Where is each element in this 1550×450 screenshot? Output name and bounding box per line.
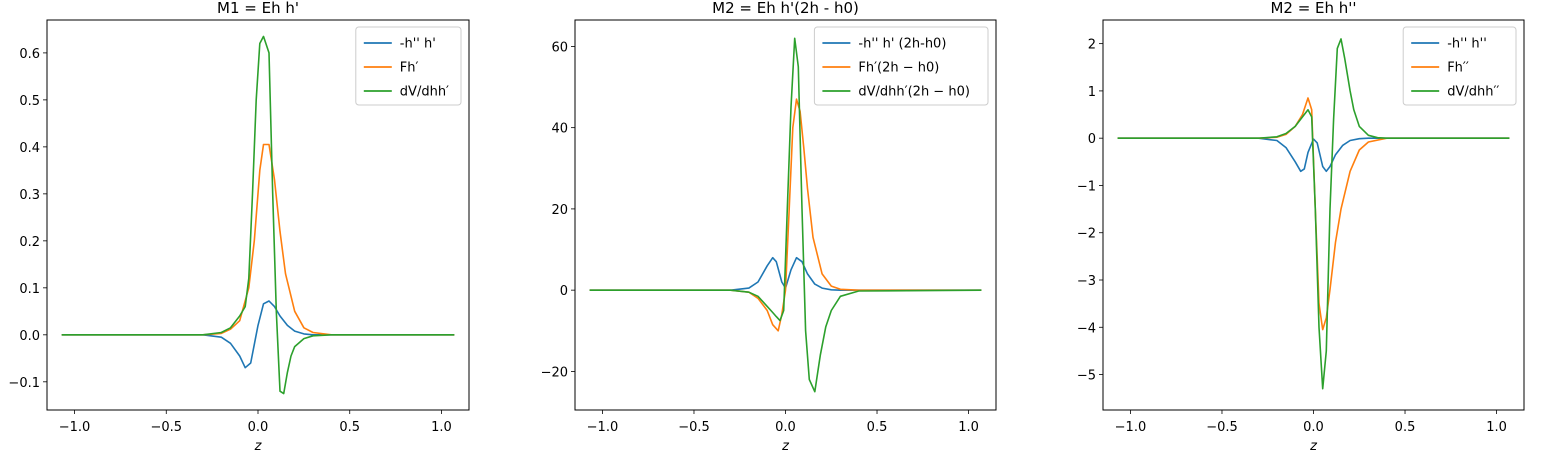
y-tick-label: −0.1 [8, 376, 40, 391]
y-tick-label: 40 [551, 122, 568, 137]
legend-label: dV/dhh′ [400, 85, 449, 100]
series-line-3 [1117, 38, 1510, 390]
legend-label: -h'' h' [400, 37, 436, 52]
x-tick-label: 0.5 [1395, 420, 1416, 435]
y-tick-label: 1 [1088, 85, 1096, 100]
legend: -h'' h' Fh′ dV/dhh′ [355, 26, 462, 106]
x-tick-label: −0.5 [678, 420, 710, 435]
legend-label: dV/dhh′′ [1447, 85, 1499, 100]
chart-panel-1: −1.0 −0.5 0.0 0.5 1.0 −0.1 0.0 0.1 0.2 0.3 0.4 0.5 0… [8, 0, 470, 450]
x-tick-label: 1.0 [1486, 420, 1507, 435]
x-tick-label: 0.0 [775, 420, 796, 435]
x-tick-label: 0.5 [339, 420, 360, 435]
x-tick-label: 1.0 [431, 420, 452, 435]
y-tick-label: 0.0 [19, 329, 40, 344]
series-line-1 [61, 300, 455, 369]
series-line-2 [61, 143, 455, 336]
y-tick-label: 0.1 [19, 282, 40, 297]
x-axis-label: z [1309, 439, 1318, 450]
y-tick-label: 60 [551, 40, 568, 55]
y-tick-label: 0.2 [19, 235, 40, 250]
x-tick-label: −1.0 [587, 420, 619, 435]
y-tick-label: 20 [551, 203, 568, 218]
legend-label: dV/dhh′(2h − h0) [858, 85, 970, 100]
y-tick-label: 0 [560, 284, 568, 299]
series-line-3 [61, 35, 455, 395]
chart-title: M2 = Eh h'' [1270, 0, 1356, 17]
y-tick-label: 0 [1088, 132, 1096, 147]
y-tick-label: 0.3 [19, 188, 40, 203]
legend-label: -h'' h' (2h-h0) [858, 37, 946, 52]
x-tick-label: 0.0 [1303, 420, 1324, 435]
chart-title: M2 = Eh h'(2h - h0) [712, 0, 859, 17]
y-tick-label: −5 [1077, 369, 1096, 384]
legend-label: Fh′ [400, 61, 419, 76]
y-tick-label: −4 [1077, 321, 1096, 336]
chart-panel-3: −1.0 −0.5 0.0 0.5 1.0 −5 −4 −3 −2 −1 0 1 2 M2 = Eh h'… [1077, 0, 1525, 450]
chart-title: M1 = Eh h' [217, 0, 299, 17]
legend-label: -h'' h'' [1447, 37, 1487, 52]
y-tick-label: 0.4 [19, 141, 40, 156]
legend-label: Fh′(2h − h0) [858, 61, 939, 76]
legend-label: Fh′′ [1447, 61, 1469, 76]
x-tick-label: 0.0 [248, 420, 269, 435]
series-line-1 [1117, 137, 1510, 173]
series-line-3 [589, 37, 982, 393]
x-tick-label: 0.5 [867, 420, 888, 435]
x-axis-label: z [254, 439, 263, 450]
y-tick-label: −2 [1077, 227, 1096, 242]
x-tick-label: −1.0 [59, 420, 91, 435]
series-line-1 [589, 256, 982, 291]
y-tick-label: 0.5 [19, 94, 40, 109]
y-tick-label: 0.6 [19, 47, 40, 62]
y-tick-label: −1 [1077, 179, 1096, 194]
y-tick-label: −3 [1077, 274, 1096, 289]
series-line-2 [1117, 97, 1510, 331]
chart-panel-2: −1.0 −0.5 0.0 0.5 1.0 −20 0 20 40 60 M2 = Eh h'(2h… [541, 0, 997, 450]
x-tick-label: −0.5 [1206, 420, 1238, 435]
series-line-2 [589, 98, 982, 332]
y-tick-label: 2 [1088, 38, 1096, 53]
x-tick-label: −1.0 [1115, 420, 1147, 435]
x-axis-label: z [781, 439, 790, 450]
legend: -h'' h' (2h-h0) Fh′(2h − h0) dV/dhh′(2h − … [813, 26, 989, 106]
y-tick-label: −20 [541, 365, 568, 380]
x-tick-label: −0.5 [150, 420, 182, 435]
x-tick-label: 1.0 [958, 420, 979, 435]
legend: -h'' h'' Fh′′ dV/dhh′′ [1402, 26, 1517, 106]
